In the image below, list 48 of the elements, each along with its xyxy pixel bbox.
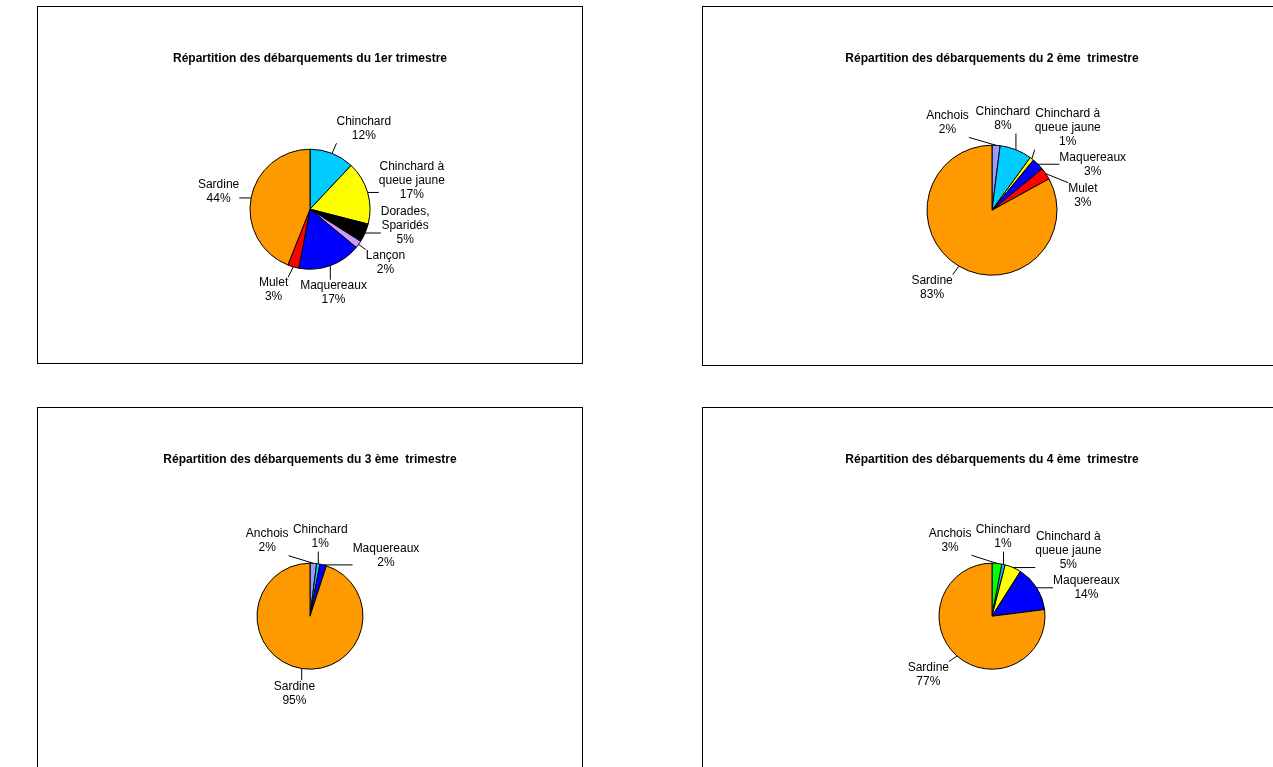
data-label: 17% [399, 187, 425, 202]
data-label: 12% [351, 127, 377, 142]
data-label: 83% [920, 286, 945, 301]
slice-label: Chinchard [975, 103, 1031, 118]
data-label: 2% [376, 261, 395, 276]
slice-label: Sardine [911, 272, 954, 287]
slice-label: Chinchard à queue jaune [1034, 105, 1102, 134]
slice-label: Chinchard [292, 521, 348, 536]
slice-label: Dorades, Sparidés [380, 203, 430, 232]
data-label: 2% [377, 554, 395, 569]
slice-label: Sardine [197, 177, 240, 192]
data-label: 2% [258, 539, 277, 554]
data-label: 3% [264, 289, 283, 304]
slice-label: Chinchard [336, 113, 392, 128]
data-label: 1% [311, 535, 330, 550]
data-label: 95% [282, 692, 307, 707]
data-label: 2% [938, 121, 957, 136]
slice-label: Lançon [365, 247, 406, 262]
data-label: 14% [1074, 587, 1099, 602]
legend-label: Maquereaux [1059, 150, 1127, 165]
slice-label: Sardine [273, 678, 316, 693]
slice-label: Maquereaux [352, 540, 420, 555]
chart-title: Répartition des débarquements du 4 ème trimestre [845, 451, 1140, 466]
chart-title: Répartition des débarquements du 1er trimestre [172, 50, 448, 65]
data-label: 17% [321, 292, 346, 307]
data-label: 1% [1059, 133, 1077, 148]
slice-label: Chinchard à queue jaune [378, 159, 446, 188]
data-label: 8% [994, 117, 1012, 132]
slice-label: Chinchard à queue jaune [1035, 529, 1102, 558]
slice-label: Maquereaux [1053, 573, 1120, 588]
slice-label: Anchois [928, 525, 972, 540]
slice-label: Anchois [926, 107, 969, 122]
slice-label: Mulet [1068, 181, 1099, 196]
slice-label: Sardine [907, 659, 950, 674]
slice-label: Maquereaux [300, 278, 367, 293]
slice-label: Mulet [258, 275, 289, 290]
data-label: 44% [206, 191, 231, 206]
data-label: 77% [916, 673, 941, 688]
data-label: 3% [941, 539, 960, 554]
chart-title: Répartition des débarquements du 3 ème trimestre [163, 451, 458, 466]
data-label: 3% [1084, 164, 1102, 179]
slice-label: Chinchard [975, 521, 1031, 536]
slice-label: Anchois [245, 525, 289, 540]
data-label: 1% [994, 535, 1013, 550]
chart-title: Répartition des débarquements du 2 ème trimestre [845, 50, 1140, 65]
data-label: 5% [1059, 557, 1078, 572]
data-label: 5% [396, 231, 415, 246]
data-label: 3% [1074, 195, 1092, 210]
